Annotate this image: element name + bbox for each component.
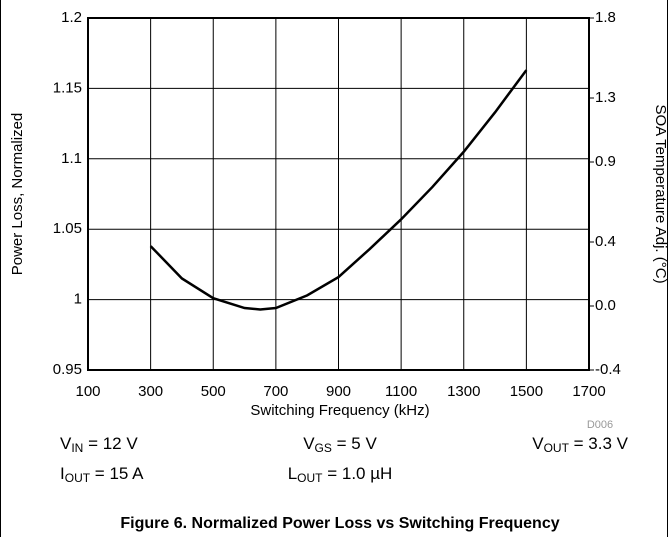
figure-id: D006	[587, 419, 613, 431]
y2-tick-label: 1.3	[595, 89, 616, 106]
x-tick-label: 1100	[385, 383, 417, 400]
figure-title: Figure 6. Normalized Power Loss vs Switc…	[120, 515, 559, 532]
plot-border	[87, 17, 590, 371]
x-tick-label: 300	[138, 383, 163, 400]
annotation-main: L	[288, 464, 297, 483]
annotation-sub: GS	[315, 441, 332, 455]
annotation-sub: OUT	[65, 471, 91, 485]
y2-tick-label: 0.9	[595, 153, 616, 170]
annotation-main: V	[303, 434, 315, 453]
x-tick-label: 1500	[510, 383, 543, 400]
annotation: VOUT = 3.3 V	[532, 434, 628, 455]
annotation-rest: = 1.0 µH	[323, 464, 393, 483]
annotation-sub: OUT	[297, 471, 323, 485]
y-tick-label: 1.15	[53, 79, 82, 96]
annotation-rest: = 5 V	[332, 434, 378, 453]
annotation-rest: = 15 A	[90, 464, 144, 483]
annotation-rest: = 3.3 V	[569, 434, 629, 453]
annotation: VGS = 5 V	[303, 434, 377, 455]
y2-axis-label: SOA Temperature Adj. (°C)	[652, 104, 669, 283]
y-tick-label: 1.2	[61, 9, 82, 26]
x-tick-label: 100	[75, 383, 100, 400]
x-tick-label: 1700	[572, 383, 605, 400]
x-tick-label: 700	[263, 383, 288, 400]
y-tick-label: 1.1	[61, 150, 82, 167]
data-line	[149, 69, 528, 311]
annotation: VIN = 12 V	[60, 434, 138, 455]
annotation-main: I	[60, 464, 65, 483]
annotation: IOUT = 15 A	[60, 464, 144, 485]
y-tick-label: 1.05	[53, 220, 82, 237]
y2-tick-label: 1.8	[595, 9, 616, 26]
x-axis-label: Switching Frequency (kHz)	[250, 402, 429, 419]
y-axis-label: Power Loss, Normalized	[9, 113, 26, 276]
annotation-sub: IN	[71, 441, 83, 455]
annotation-main: V	[60, 434, 72, 453]
y-tick-label: 0.95	[53, 361, 82, 378]
x-tick-label: 1300	[447, 383, 480, 400]
x-tick-label: 500	[201, 383, 226, 400]
y2-tick-label: -0.4	[595, 361, 621, 378]
annotation-sub: OUT	[544, 441, 570, 455]
y2-tick-label: 0.4	[595, 233, 616, 250]
annotation-main: V	[532, 434, 544, 453]
annotation-rest: = 12 V	[83, 434, 138, 453]
y-tick-label: 1	[74, 291, 82, 308]
y2-tick-label: 0.0	[595, 297, 616, 314]
annotation: LOUT = 1.0 µH	[288, 464, 393, 485]
x-tick-label: 900	[326, 383, 351, 400]
